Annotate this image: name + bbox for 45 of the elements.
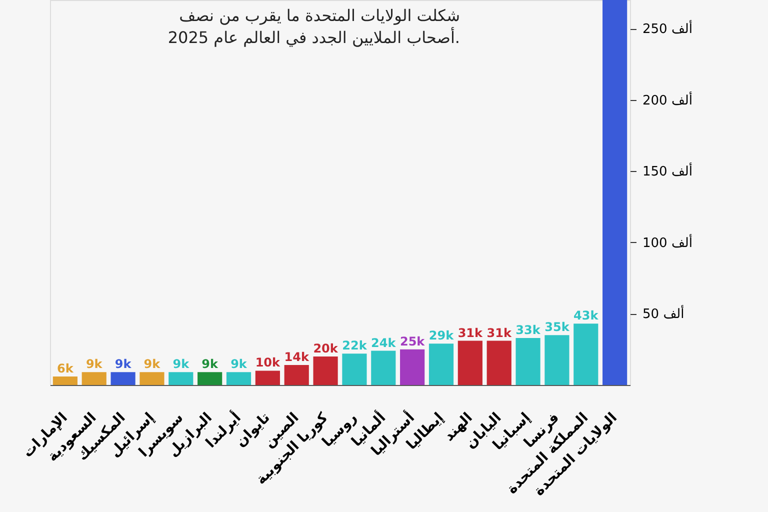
data-label: 9k [144,357,162,372]
data-label: 10k [255,356,282,370]
data-label: 9k [114,357,132,372]
bar [371,350,396,385]
y-tick-label: 50 ألف [642,305,684,322]
data-label: 14k [284,350,310,364]
bar [602,0,628,385]
bar [516,338,540,385]
y-tick-label: 150 ألف [642,162,692,180]
data-label: 9k [86,357,104,372]
data-label: 31k [458,326,484,340]
data-label: 9k [202,357,220,372]
bar [198,372,222,385]
data-label: 6k [57,361,74,376]
bar [342,354,367,385]
y-tick-label: 100 ألف [642,234,692,251]
data-label: 9k [172,357,190,372]
data-label: 22k [342,338,368,353]
bar [486,340,512,385]
data-label: 33k [516,322,542,337]
bar [82,372,106,385]
data-label: 43k [574,308,600,323]
text: شكلت الولايات المتحدة ما يقرب من نصف أصحاب الملايين الجدد في العالم عام 2025. [168,6,460,47]
data-label: 35k [544,320,570,334]
bar [458,340,482,385]
data-label: 29k [428,328,455,343]
bar [313,356,338,385]
bar [52,376,78,385]
bar [255,370,280,385]
data-label: 24k [371,336,397,350]
data-label: 20k [313,341,339,356]
data-label: 9k [230,357,248,372]
y-tick-label: 200 ألف [642,91,692,108]
bar [544,335,570,385]
y-tick-label: 250 ألف [642,20,692,38]
bar [428,344,454,385]
data-label: 25k [400,334,426,348]
bar [226,372,252,385]
bar [168,372,194,385]
data-label: 31k [486,326,512,340]
bar [140,372,164,385]
bar [284,365,309,385]
bar [574,324,598,385]
bar [400,349,425,385]
bar [110,372,136,385]
